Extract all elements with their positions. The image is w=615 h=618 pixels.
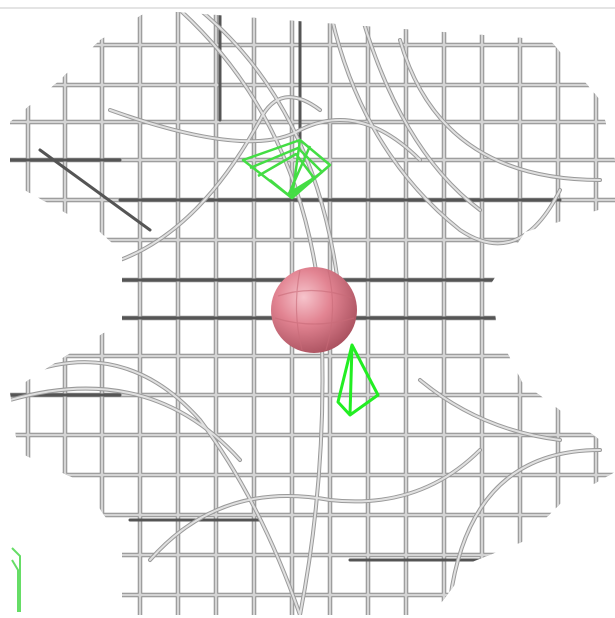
ligand-wireframe-corner xyxy=(11,547,21,612)
wire xyxy=(257,152,316,196)
sphere xyxy=(271,267,357,353)
mesh-curves xyxy=(10,10,602,615)
sphere-facet xyxy=(274,269,355,351)
mesh-curve xyxy=(399,39,601,181)
mesh-curve xyxy=(109,109,421,161)
mesh-curve xyxy=(419,379,561,441)
wire xyxy=(269,139,312,199)
mesh-curve xyxy=(358,10,482,212)
mesh-curve xyxy=(448,448,602,602)
wire xyxy=(348,344,354,416)
wire xyxy=(11,547,21,612)
mesh-curve xyxy=(149,449,481,561)
mesh-curve xyxy=(359,10,481,211)
atom-sphere xyxy=(271,267,357,353)
mesh-curve xyxy=(10,387,241,461)
mesh-curve xyxy=(449,449,601,601)
mesh-line-dark xyxy=(38,148,152,232)
ligand-wireframe-top xyxy=(241,138,332,200)
mesh-curve xyxy=(418,378,562,442)
mesh-curve xyxy=(10,361,301,615)
ligand-wireframe-bottom xyxy=(336,343,380,417)
